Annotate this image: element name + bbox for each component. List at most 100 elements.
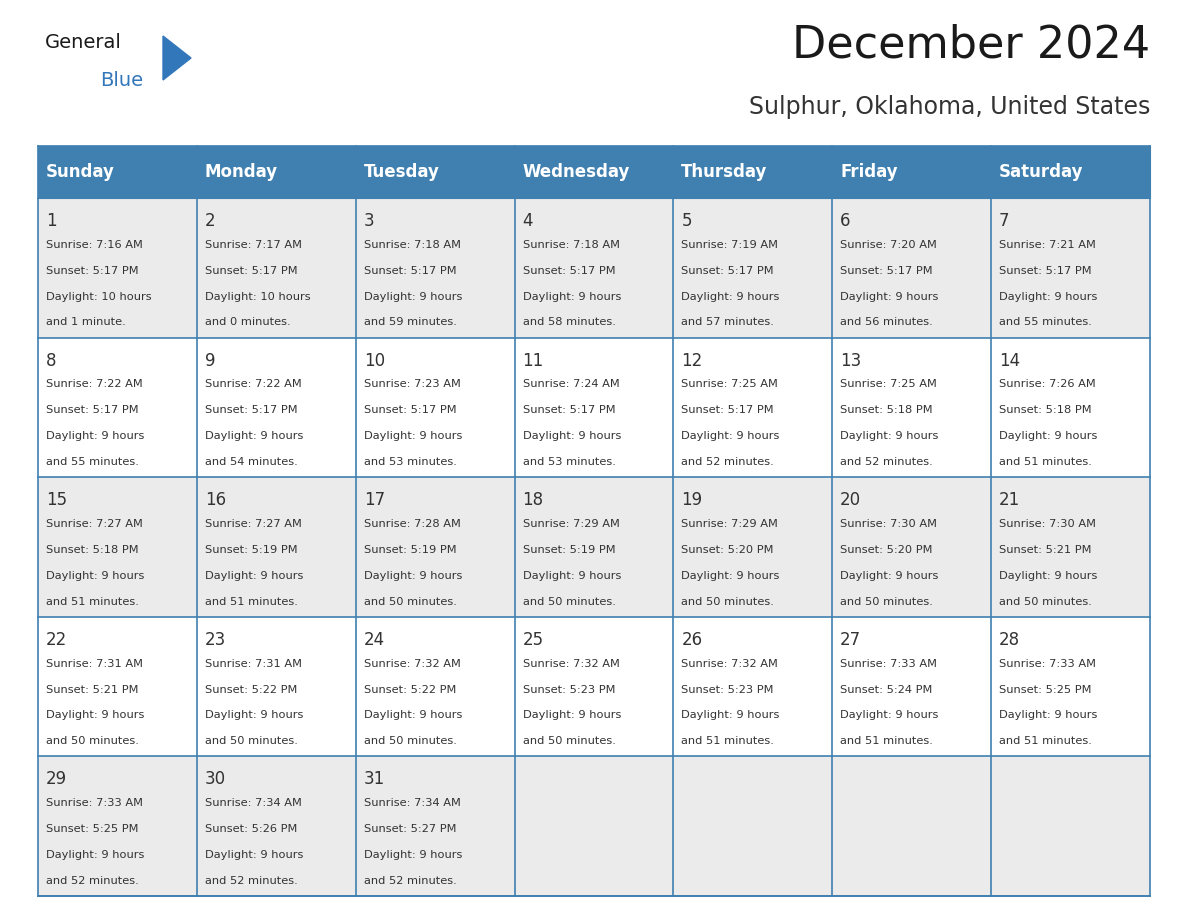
Text: 14: 14	[999, 352, 1020, 370]
Text: Daylight: 9 hours: Daylight: 9 hours	[682, 431, 779, 442]
Text: Daylight: 9 hours: Daylight: 9 hours	[364, 711, 462, 721]
Text: Sunset: 5:17 PM: Sunset: 5:17 PM	[204, 406, 297, 415]
Text: Sunset: 5:23 PM: Sunset: 5:23 PM	[682, 685, 773, 695]
Text: Sunrise: 7:21 AM: Sunrise: 7:21 AM	[999, 240, 1097, 250]
Text: 4: 4	[523, 212, 533, 230]
Text: 17: 17	[364, 491, 385, 509]
Text: Sunrise: 7:27 AM: Sunrise: 7:27 AM	[46, 519, 143, 529]
Text: Sunset: 5:20 PM: Sunset: 5:20 PM	[682, 545, 773, 554]
Text: and 50 minutes.: and 50 minutes.	[523, 736, 615, 746]
Text: Sunrise: 7:18 AM: Sunrise: 7:18 AM	[364, 240, 461, 250]
Text: and 55 minutes.: and 55 minutes.	[46, 457, 139, 467]
Text: Daylight: 9 hours: Daylight: 9 hours	[46, 431, 144, 442]
Text: 8: 8	[46, 352, 57, 370]
Text: Sunrise: 7:19 AM: Sunrise: 7:19 AM	[682, 240, 778, 250]
Text: Sunset: 5:26 PM: Sunset: 5:26 PM	[204, 824, 297, 834]
Text: Daylight: 9 hours: Daylight: 9 hours	[364, 431, 462, 442]
Text: and 51 minutes.: and 51 minutes.	[46, 597, 139, 607]
Text: Daylight: 9 hours: Daylight: 9 hours	[999, 431, 1098, 442]
Text: Sunset: 5:18 PM: Sunset: 5:18 PM	[46, 545, 139, 554]
Text: 15: 15	[46, 491, 67, 509]
Text: 24: 24	[364, 631, 385, 649]
Text: Sunrise: 7:20 AM: Sunrise: 7:20 AM	[840, 240, 937, 250]
Text: 21: 21	[999, 491, 1020, 509]
Text: Daylight: 9 hours: Daylight: 9 hours	[682, 292, 779, 301]
Text: Sunrise: 7:30 AM: Sunrise: 7:30 AM	[840, 519, 937, 529]
Text: Sunset: 5:17 PM: Sunset: 5:17 PM	[46, 265, 139, 275]
Text: Daylight: 9 hours: Daylight: 9 hours	[682, 571, 779, 581]
Text: Sunset: 5:17 PM: Sunset: 5:17 PM	[523, 265, 615, 275]
Text: Sunrise: 7:33 AM: Sunrise: 7:33 AM	[46, 799, 143, 808]
Text: 22: 22	[46, 631, 68, 649]
Text: 27: 27	[840, 631, 861, 649]
Text: Sunrise: 7:26 AM: Sunrise: 7:26 AM	[999, 379, 1095, 389]
Text: Daylight: 9 hours: Daylight: 9 hours	[840, 431, 939, 442]
Text: and 50 minutes.: and 50 minutes.	[204, 736, 298, 746]
Text: Sunset: 5:17 PM: Sunset: 5:17 PM	[46, 406, 139, 415]
Text: Sunset: 5:19 PM: Sunset: 5:19 PM	[523, 545, 615, 554]
Text: Sunset: 5:22 PM: Sunset: 5:22 PM	[364, 685, 456, 695]
Text: 7: 7	[999, 212, 1010, 230]
Text: Daylight: 9 hours: Daylight: 9 hours	[204, 711, 303, 721]
Text: and 56 minutes.: and 56 minutes.	[840, 318, 933, 328]
Text: and 51 minutes.: and 51 minutes.	[999, 736, 1092, 746]
Text: and 50 minutes.: and 50 minutes.	[364, 736, 456, 746]
Text: Sunrise: 7:29 AM: Sunrise: 7:29 AM	[682, 519, 778, 529]
Text: Sunday: Sunday	[46, 163, 115, 181]
Text: Sunrise: 7:34 AM: Sunrise: 7:34 AM	[364, 799, 461, 808]
Text: Daylight: 9 hours: Daylight: 9 hours	[523, 571, 621, 581]
Text: and 50 minutes.: and 50 minutes.	[364, 597, 456, 607]
Text: Daylight: 9 hours: Daylight: 9 hours	[46, 711, 144, 721]
Text: and 52 minutes.: and 52 minutes.	[364, 876, 456, 886]
Text: Sunrise: 7:28 AM: Sunrise: 7:28 AM	[364, 519, 461, 529]
Text: Sunset: 5:17 PM: Sunset: 5:17 PM	[999, 265, 1092, 275]
Text: 3: 3	[364, 212, 374, 230]
Text: 23: 23	[204, 631, 226, 649]
Text: and 54 minutes.: and 54 minutes.	[204, 457, 297, 467]
Text: Sunrise: 7:24 AM: Sunrise: 7:24 AM	[523, 379, 619, 389]
Text: Daylight: 9 hours: Daylight: 9 hours	[840, 711, 939, 721]
Text: Sunrise: 7:33 AM: Sunrise: 7:33 AM	[840, 659, 937, 668]
Text: Monday: Monday	[204, 163, 278, 181]
Text: Sunrise: 7:22 AM: Sunrise: 7:22 AM	[204, 379, 302, 389]
Text: 18: 18	[523, 491, 544, 509]
Polygon shape	[163, 36, 191, 80]
Text: Sunset: 5:17 PM: Sunset: 5:17 PM	[682, 406, 775, 415]
Text: Sunrise: 7:16 AM: Sunrise: 7:16 AM	[46, 240, 143, 250]
Text: Sunrise: 7:30 AM: Sunrise: 7:30 AM	[999, 519, 1097, 529]
Text: and 53 minutes.: and 53 minutes.	[523, 457, 615, 467]
Text: Sunrise: 7:34 AM: Sunrise: 7:34 AM	[204, 799, 302, 808]
Text: Daylight: 10 hours: Daylight: 10 hours	[46, 292, 152, 301]
Text: and 57 minutes.: and 57 minutes.	[682, 318, 775, 328]
Text: Sunrise: 7:31 AM: Sunrise: 7:31 AM	[46, 659, 143, 668]
Text: and 55 minutes.: and 55 minutes.	[999, 318, 1092, 328]
Text: Daylight: 9 hours: Daylight: 9 hours	[204, 431, 303, 442]
Text: and 53 minutes.: and 53 minutes.	[364, 457, 456, 467]
Text: 20: 20	[840, 491, 861, 509]
Text: and 52 minutes.: and 52 minutes.	[682, 457, 775, 467]
Text: and 52 minutes.: and 52 minutes.	[46, 876, 139, 886]
Text: Sunset: 5:18 PM: Sunset: 5:18 PM	[999, 406, 1092, 415]
Text: 31: 31	[364, 770, 385, 789]
Text: 13: 13	[840, 352, 861, 370]
Text: Blue: Blue	[100, 71, 143, 90]
Text: and 50 minutes.: and 50 minutes.	[523, 597, 615, 607]
Text: and 50 minutes.: and 50 minutes.	[46, 736, 139, 746]
Text: Daylight: 9 hours: Daylight: 9 hours	[840, 571, 939, 581]
Text: Daylight: 9 hours: Daylight: 9 hours	[204, 850, 303, 860]
Text: Daylight: 9 hours: Daylight: 9 hours	[46, 571, 144, 581]
Text: and 51 minutes.: and 51 minutes.	[840, 736, 933, 746]
Text: Sunrise: 7:33 AM: Sunrise: 7:33 AM	[999, 659, 1097, 668]
Text: 6: 6	[840, 212, 851, 230]
Text: 11: 11	[523, 352, 544, 370]
Text: Daylight: 9 hours: Daylight: 9 hours	[46, 850, 144, 860]
Text: and 51 minutes.: and 51 minutes.	[999, 457, 1092, 467]
Text: Daylight: 9 hours: Daylight: 9 hours	[999, 292, 1098, 301]
Text: Sunset: 5:21 PM: Sunset: 5:21 PM	[46, 685, 139, 695]
Text: Daylight: 9 hours: Daylight: 9 hours	[523, 711, 621, 721]
Text: and 0 minutes.: and 0 minutes.	[204, 318, 290, 328]
Text: 29: 29	[46, 770, 67, 789]
Text: Daylight: 9 hours: Daylight: 9 hours	[364, 292, 462, 301]
Bar	[38, 756, 1150, 896]
Text: 16: 16	[204, 491, 226, 509]
